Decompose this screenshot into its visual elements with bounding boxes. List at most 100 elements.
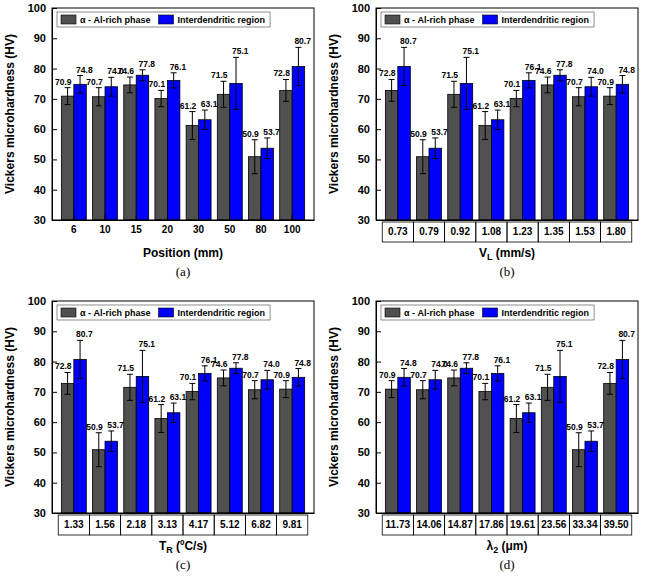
error-line [142,70,143,81]
error-line [485,383,486,399]
legend-label: α - Al-rich phase [80,15,151,25]
bar [460,368,472,513]
data-label: 70.7 [566,77,583,87]
series [74,340,305,513]
error-cap [463,57,469,58]
error-line [422,381,423,399]
y-tick: 40 [34,184,57,196]
x-tick-label: 100 [284,224,301,235]
legend-swatch [385,15,400,24]
bar [585,87,597,220]
error-line [422,140,423,174]
bar [61,383,73,513]
data-label: 70.9 [597,77,614,87]
y-tick-mark [376,392,381,393]
x-tick-label: 2.18 [126,519,146,530]
bar [510,99,522,220]
error-cap [65,372,71,373]
error-bar [432,370,438,389]
error-bar [482,112,488,140]
error-cap [189,399,195,400]
error-line [609,88,610,105]
error-bar [283,79,289,101]
series [385,370,616,513]
x-tick: 3.13 [158,513,178,530]
error-cap [576,87,582,88]
error-line [67,88,68,105]
x-axis: 0.730.790.921.081.231.351.531.80 [377,220,639,237]
bar [398,66,410,220]
error-bar [202,110,208,129]
y-tick-mark [376,301,381,302]
data-label: 74.8 [618,65,635,75]
y-axis-line [376,302,377,514]
error-line [516,90,517,106]
error-line [560,350,561,402]
error-bar [401,369,407,387]
data-label: 63.1 [170,392,187,402]
series [398,340,629,513]
error-line [578,433,579,467]
error-cap [171,72,177,73]
error-cap [171,87,177,88]
x-tick: 50 [224,215,236,235]
x-tick: 15 [131,215,143,235]
error-line [547,374,548,400]
x-axis-title: TR (ºC/s) [159,539,207,555]
category-box [413,515,444,535]
error-cap [202,110,208,111]
y-tick-mark [52,301,57,302]
data-label: 74.8 [400,358,417,368]
marks [385,47,628,220]
x-tick-label: 10 [99,224,111,235]
x-axis-title-part: (ºC/s) [173,539,207,553]
y-axis-title: Vickers microhardness (HV) [3,34,17,194]
error-cap [401,386,407,387]
error-cap [588,430,594,431]
error-cap [619,378,625,379]
legend-frame [381,305,594,320]
bar [280,90,292,220]
error-line [485,112,486,140]
bar [155,99,167,220]
x-tick-label: 0.79 [419,226,439,237]
x-tick-label: 9.81 [282,519,302,530]
error-cap [264,158,270,159]
error-bar [557,70,563,81]
error-line [267,370,268,389]
category-box [507,222,538,242]
panel: 72.850.971.561.270.174.670.770.980.753.7… [327,2,639,279]
data-label: 71.5 [211,70,228,80]
error-cap [463,362,469,363]
error-bar [576,433,582,467]
error-cap [607,372,613,373]
error-cap [65,104,71,105]
legend: α - Al-rich phaseInterdendritic region [57,305,270,320]
bar [199,373,211,513]
y-axis: 30405060708090100 [352,295,381,519]
data-label: 76.1 [494,355,511,365]
error-cap [96,432,102,433]
error-line [466,363,467,374]
error-cap [557,350,563,351]
error-cap [557,402,563,403]
x-axis-title-part: Position (mm) [143,246,223,260]
error-cap [295,368,301,369]
error-cap [389,397,395,398]
error-line [622,340,623,378]
error-bar [65,88,71,105]
legend-swatch [61,15,76,24]
y-tick-label: 100 [28,2,46,14]
legend: α - Al-rich phaseInterdendritic region [381,305,594,320]
bar [585,441,597,513]
error-cap [482,399,488,400]
error-cap [588,96,594,97]
error-bar [545,77,551,93]
bar [292,66,304,220]
error-line [391,381,392,398]
error-cap [432,389,438,390]
error-cap [127,374,133,375]
error-cap [96,466,102,467]
error-line [466,57,467,109]
error-cap [526,87,532,88]
